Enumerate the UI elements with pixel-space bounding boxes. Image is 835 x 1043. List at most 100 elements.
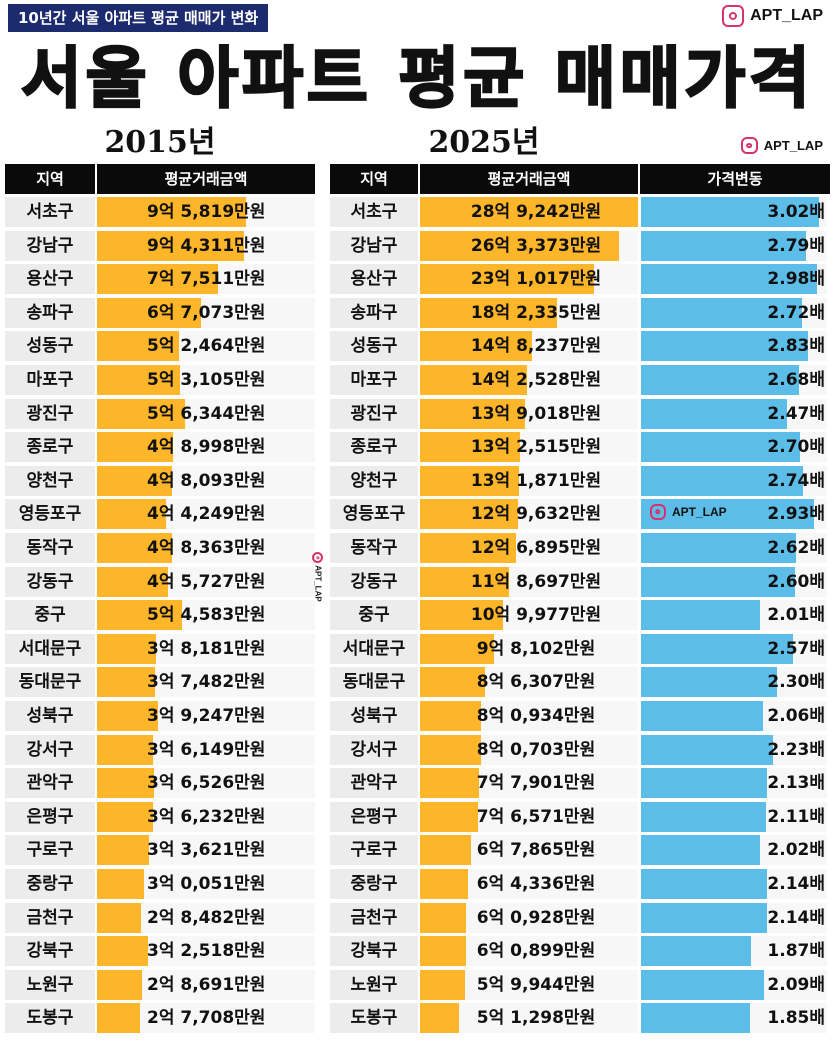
bar-2025 <box>420 633 494 664</box>
bar-2025 <box>420 398 525 429</box>
header-price-2025: 평균거래금액 <box>420 164 638 194</box>
value-label-2025: 5억 9,944만원 <box>476 974 596 995</box>
value-label-2015: 3억 9,247만원 <box>147 706 266 726</box>
instagram-icon <box>312 552 323 563</box>
ratio-label: 2.30배 <box>767 672 825 693</box>
header-region-2015: 지역 <box>5 164 95 194</box>
header-change: 가격변동 <box>640 164 830 194</box>
region-cell-2025: 도봉구 <box>330 1003 418 1034</box>
bar-2015 <box>97 734 154 765</box>
region-cell-2025: 중랑구 <box>330 869 418 899</box>
value-label-2015: 5억 3,105만원 <box>147 370 266 390</box>
value-label-2025: 13억 9,018만원 <box>470 403 602 424</box>
bar-change <box>641 297 802 328</box>
region-cell-2025: 성북구 <box>330 701 418 731</box>
bar-2015 <box>97 197 247 227</box>
region-cell-2025: 구로구 <box>330 835 418 866</box>
region-cell-2015: 구로구 <box>5 835 95 866</box>
bar-2025 <box>420 297 558 328</box>
bar-2025 <box>420 667 486 698</box>
ratio-label: 1.87배 <box>767 941 825 962</box>
bar-change <box>641 197 820 227</box>
value-label-2015: 7억 7,511만원 <box>147 269 266 290</box>
value-label-2015: 6억 7,073만원 <box>147 302 266 323</box>
bar-2025 <box>420 1003 459 1034</box>
region-cell-2025: 강북구 <box>330 936 418 967</box>
value-label-2025: 6억 0,928만원 <box>476 907 596 928</box>
ratio-label: 2.06배 <box>767 706 825 726</box>
ratio-label: 2.83배 <box>767 336 825 357</box>
value-label-2025: 9억 8,102만원 <box>476 638 596 659</box>
bar-2025 <box>420 969 466 1000</box>
ratio-label: 2.62배 <box>767 538 825 558</box>
ratio-label: 2.23배 <box>767 739 825 760</box>
region-cell-2025: 동작구 <box>330 533 418 563</box>
ratio-label: 2.14배 <box>767 874 825 894</box>
bar-2015 <box>97 230 244 261</box>
bar-change <box>641 701 763 731</box>
region-cell-2015: 양천구 <box>5 465 95 496</box>
region-cell-2015: 관악구 <box>5 768 95 799</box>
value-label-2015: 9억 5,819만원 <box>147 202 266 222</box>
ratio-label: 2.68배 <box>767 370 825 390</box>
ratio-label: 3.02배 <box>767 202 825 222</box>
bar-change <box>641 1003 751 1034</box>
value-label-2015: 4억 8,363만원 <box>147 538 266 558</box>
bar-change <box>641 969 765 1000</box>
ratio-label: 2.70배 <box>767 437 825 458</box>
region-cell-2015: 강북구 <box>5 936 95 967</box>
region-cell-2025: 양천구 <box>330 465 418 496</box>
bar-2015 <box>97 969 142 1000</box>
region-cell-2025: 서초구 <box>330 197 418 227</box>
region-cell-2025: 강남구 <box>330 230 418 261</box>
value-label-2025: 6억 4,336만원 <box>476 874 596 894</box>
bar-change <box>641 264 817 295</box>
bar-2015 <box>97 801 154 832</box>
bar-change <box>641 936 752 967</box>
bar-2025 <box>420 936 466 967</box>
year-label-2015: 2015년 <box>104 125 216 160</box>
value-label-2025: 13억 1,871만원 <box>470 470 602 491</box>
value-label-2025: 8억 0,934만원 <box>476 706 596 726</box>
ratio-label: 2.47배 <box>767 403 825 424</box>
region-cell-2025: 강서구 <box>330 734 418 765</box>
bar-2025 <box>420 835 472 866</box>
bar-change <box>641 432 801 463</box>
region-cell-2025: 서대문구 <box>330 633 418 664</box>
value-label-2015: 2억 8,482만원 <box>147 907 266 928</box>
bar-2015 <box>97 600 182 631</box>
bar-2025 <box>420 566 510 597</box>
value-label-2025: 28억 9,242만원 <box>470 202 602 222</box>
bar-2015 <box>97 633 157 664</box>
bar-2025 <box>420 432 520 463</box>
brand-label: APT_LAP <box>313 565 323 602</box>
bar-2015 <box>97 1003 141 1034</box>
value-label-2025: 10억 9,977만원 <box>470 605 602 626</box>
bar-2015 <box>97 331 179 362</box>
region-cell-2015: 영등포구 <box>5 499 95 530</box>
bar-change <box>641 600 760 631</box>
region-cell-2015: 은평구 <box>5 801 95 832</box>
value-label-2015: 2억 8,691만원 <box>147 974 266 995</box>
value-label-2015: 3억 3,621만원 <box>147 840 266 861</box>
bar-change <box>641 902 768 933</box>
brand-badge-row: APT_LAP <box>650 504 727 520</box>
bar-change <box>641 465 803 496</box>
bar-2015 <box>97 701 159 731</box>
bar-2025 <box>420 264 595 295</box>
value-label-2025: 26억 3,373만원 <box>470 235 602 256</box>
bar-2025 <box>420 230 619 261</box>
header-region-2025: 지역 <box>330 164 418 194</box>
value-label-2025: 11억 8,697만원 <box>470 571 602 592</box>
region-cell-2015: 성동구 <box>5 331 95 362</box>
top-bar: 10년간 서울 아파트 평균 매매가 변화 APT_LAP <box>0 0 835 40</box>
ratio-label: 2.93배 <box>767 504 825 525</box>
region-cell-2025: 종로구 <box>330 432 418 463</box>
region-cell-2025: 중구 <box>330 600 418 631</box>
ratio-label: 2.60배 <box>767 571 825 592</box>
bar-2015 <box>97 566 169 597</box>
ratio-label: 2.13배 <box>767 773 825 794</box>
region-cell-2015: 서초구 <box>5 197 95 227</box>
brand-label: APT_LAP <box>750 7 823 24</box>
bar-2015 <box>97 365 180 395</box>
